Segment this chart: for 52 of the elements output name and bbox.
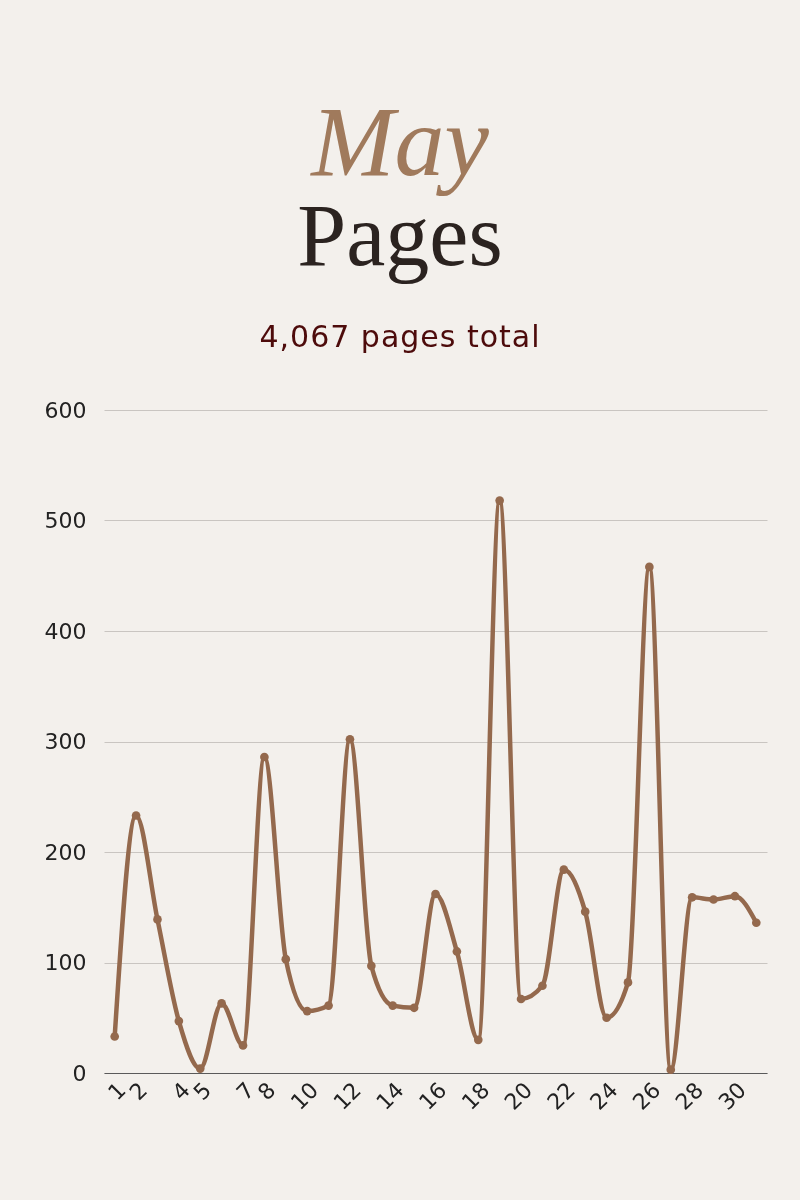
point [431, 889, 440, 899]
point [110, 1032, 120, 1041]
x-tick-label: 20 [499, 1077, 538, 1115]
point [751, 918, 761, 928]
x-tick-label: 5 [188, 1077, 217, 1105]
point [645, 562, 654, 572]
x-tick-label: 26 [627, 1077, 666, 1115]
x-tick-label: 18 [456, 1077, 495, 1115]
y-tick-label: 500 [44, 508, 87, 533]
point [153, 915, 162, 924]
x-tick-label: 12 [328, 1077, 367, 1115]
x-tick-label: 24 [585, 1077, 623, 1115]
point [174, 1016, 184, 1026]
point [281, 954, 291, 964]
point [623, 978, 633, 987]
point [473, 1035, 483, 1045]
point [452, 947, 462, 956]
point [238, 1041, 248, 1050]
point [260, 752, 269, 762]
point [217, 999, 226, 1008]
y-tick-label: 400 [44, 618, 87, 644]
x-tick-label: 14 [371, 1077, 409, 1115]
x-tick-label: 30 [713, 1077, 751, 1115]
y-tick-label: 100 [44, 950, 87, 975]
y-tick-label: 600 [44, 397, 87, 423]
y-tick-label: 300 [44, 729, 87, 754]
point [730, 891, 740, 901]
x-tick-label: 28 [670, 1077, 709, 1115]
point [516, 994, 526, 1004]
x-tick-label: 16 [414, 1077, 452, 1115]
point [409, 1003, 419, 1013]
point [302, 1006, 312, 1016]
point [195, 1064, 205, 1073]
point [345, 734, 355, 744]
point [367, 961, 376, 971]
point [559, 865, 569, 874]
x-tick-label: 22 [542, 1077, 580, 1115]
y-tick-label: 0 [72, 1060, 87, 1086]
point [602, 1013, 611, 1023]
point [131, 811, 141, 820]
point [666, 1065, 676, 1075]
point [687, 892, 697, 902]
point [580, 907, 590, 916]
point [538, 981, 547, 991]
x-tick-label: 8 [252, 1077, 281, 1105]
x-tick-label: 10 [285, 1077, 324, 1115]
text: 4,067 pages total [258, 319, 542, 354]
y-tick-label: 200 [44, 839, 87, 865]
point [388, 1001, 398, 1010]
point [495, 496, 504, 505]
point [324, 1001, 333, 1010]
point [709, 895, 718, 904]
